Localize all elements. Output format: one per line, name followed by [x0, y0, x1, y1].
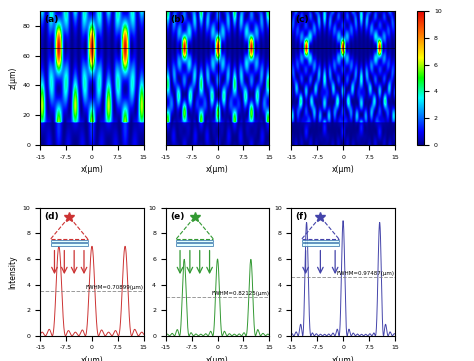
Y-axis label: Intensity: Intensity — [8, 255, 17, 289]
X-axis label: x(μm): x(μm) — [206, 165, 229, 174]
X-axis label: x(μm): x(μm) — [81, 165, 103, 174]
Text: (c): (c) — [296, 15, 309, 24]
Text: (e): (e) — [170, 212, 184, 221]
Text: FWHM=0.97487(μm): FWHM=0.97487(μm) — [337, 271, 395, 276]
Text: (a): (a) — [45, 15, 59, 24]
Y-axis label: z(μm): z(μm) — [8, 67, 17, 89]
Text: (f): (f) — [296, 212, 308, 221]
X-axis label: x(μm): x(μm) — [81, 356, 103, 361]
Text: FWHM=0.82125(μm): FWHM=0.82125(μm) — [211, 291, 269, 296]
X-axis label: x(μm): x(μm) — [332, 165, 355, 174]
X-axis label: x(μm): x(μm) — [332, 356, 355, 361]
Text: (d): (d) — [45, 212, 59, 221]
X-axis label: x(μm): x(μm) — [206, 356, 229, 361]
Text: (b): (b) — [170, 15, 184, 24]
Text: FWHM=0.70899(μm): FWHM=0.70899(μm) — [86, 285, 144, 290]
